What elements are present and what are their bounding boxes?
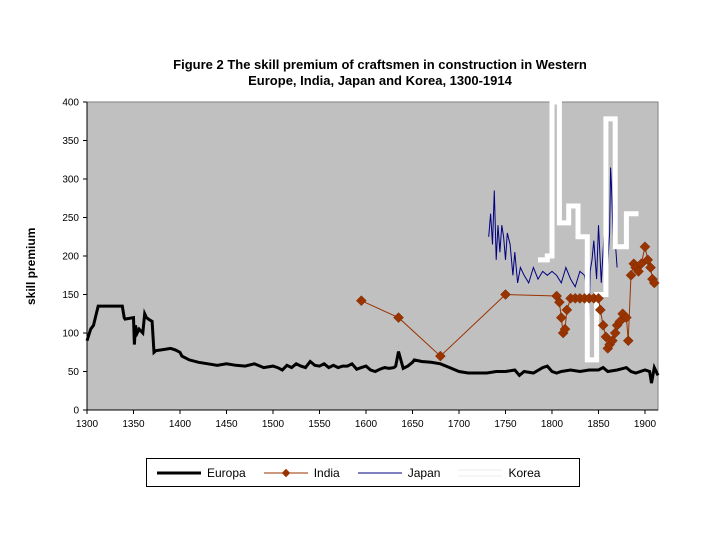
y-tick-label: 100 [62,329,79,340]
x-tick-label: 1850 [587,419,610,430]
india-point [355,295,367,307]
x-tick-label: 1350 [122,419,145,430]
india-point [554,296,565,308]
y-tick-label: 300 [62,175,79,186]
india-point [625,269,637,281]
series-line-korea [538,99,639,363]
legend-label-japan: Japan [407,465,441,480]
legend-sample-europa [157,468,201,478]
y-tick-label: 150 [62,290,79,301]
india-point [500,289,511,300]
india-point [561,304,573,316]
india-point [593,292,604,304]
x-tick-label: 1750 [494,419,517,430]
x-tick-label: 1600 [355,419,378,430]
y-tick-label: 350 [62,136,79,147]
plot-area [86,101,659,411]
legend-sample-india [263,468,308,478]
legend-label-india: India [313,465,340,480]
india-point [622,335,634,347]
india-point [559,323,571,335]
chart-title-line-1: Figure 2 The skill premium of craftsmen … [173,57,587,72]
x-tick-label: 1400 [169,419,192,430]
india-point [639,241,651,253]
x-tick-label: 1500 [262,419,285,430]
india-point [393,312,404,323]
india-point [648,277,660,289]
india-point [555,312,567,323]
india-point [645,262,656,273]
chart-title: Figure 2 The skill premium of craftsmen … [80,57,680,89]
x-tick-label: 1650 [401,419,424,430]
india-point [614,316,626,327]
x-tick-label: 1800 [541,419,564,430]
legend-label-korea: Korea [508,465,541,480]
x-tick-label: 1300 [76,419,99,430]
y-tick-label: 400 [62,98,79,109]
india-point [597,319,609,331]
legend-item-europa: Europa [157,466,246,480]
legend-sample-korea [458,468,503,478]
legend-item-korea: Korea [458,466,540,480]
y-tick-label: 200 [62,252,79,263]
legend-item-india: India [263,465,340,480]
india-point [607,335,618,347]
y-tick-label: 250 [62,213,79,224]
legend-item-japan: Japan [357,465,441,480]
india-point [435,350,446,362]
india-point [633,266,644,277]
india-point [642,254,654,266]
india-point [621,312,632,323]
legend-sample-japan [357,468,402,478]
legend: Europa India Japan Korea [146,458,580,487]
x-tick-label: 1900 [634,419,657,430]
y-tick-label: 50 [68,367,80,378]
chart-title-line-2: Europe, India, Japan and Korea, 1300-191… [248,73,512,88]
legend-label-europa: Europa [207,465,246,480]
x-tick-label: 1550 [308,419,331,430]
x-tick-label: 1700 [448,419,471,430]
series-line-europa [85,304,660,384]
x-tick-label: 1450 [215,419,238,430]
india-point [635,258,647,270]
india-point [609,327,621,339]
india-point [600,331,612,343]
y-tick-label: 0 [73,406,79,417]
india-point [594,304,606,316]
